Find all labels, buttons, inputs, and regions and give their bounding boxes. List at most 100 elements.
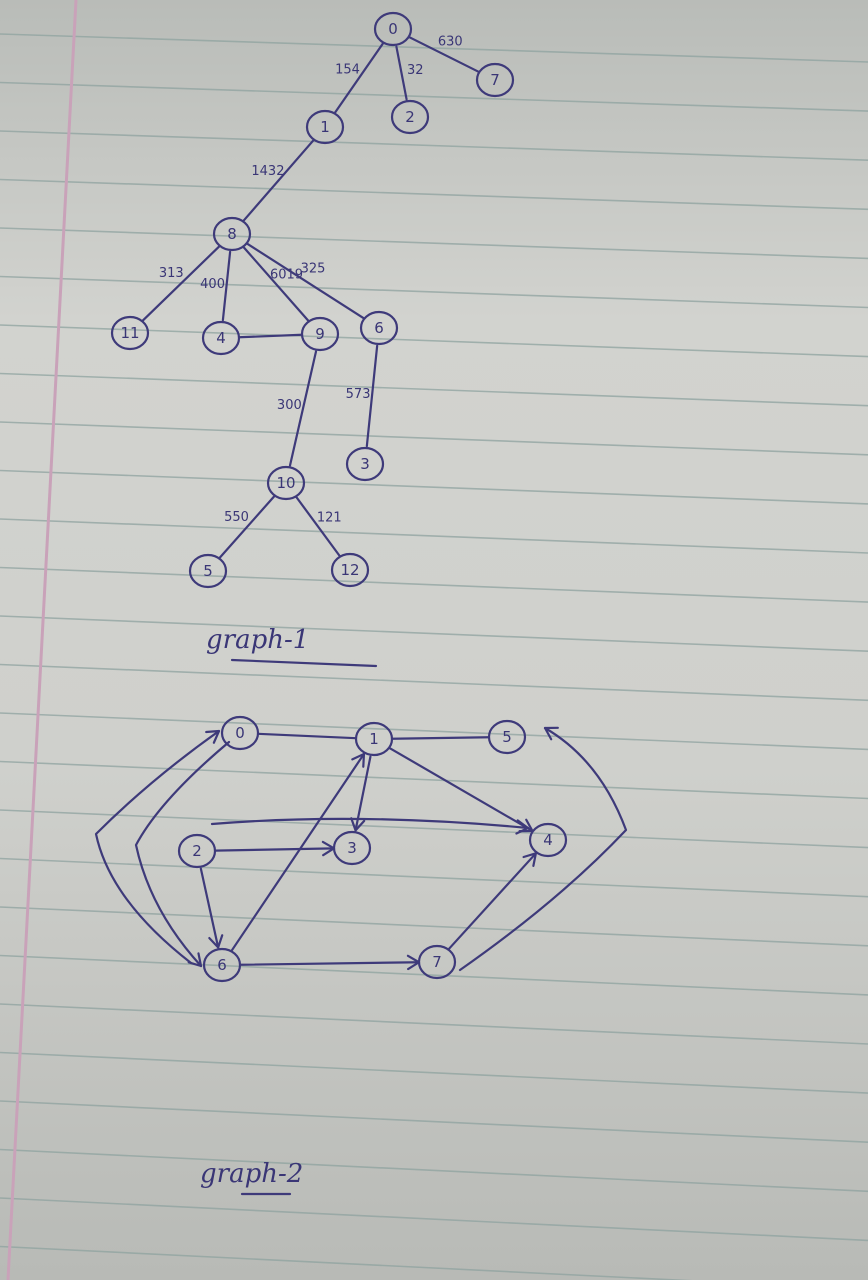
graph-2-edge-0-1 bbox=[256, 732, 358, 740]
graph-1-edge-8-6 bbox=[246, 242, 365, 320]
margin-line bbox=[6, 0, 78, 1280]
graph-2-node-4: 4 bbox=[528, 822, 568, 858]
graph-2-edge-1-3-arrowhead bbox=[350, 817, 366, 832]
graph-1-edge-10-5 bbox=[218, 495, 276, 559]
graph-1-node-label: 6 bbox=[374, 319, 384, 337]
ruled-line bbox=[0, 566, 868, 603]
graph-1-edge-9-10 bbox=[288, 350, 318, 467]
graph-1-node-3: 3 bbox=[345, 446, 385, 482]
graph-1-edge-10-12 bbox=[295, 496, 341, 557]
graph-2-node-1: 1 bbox=[354, 721, 394, 757]
graph-1-edge-8-4 bbox=[221, 250, 232, 322]
graph-2-edge-6-1 bbox=[230, 752, 366, 952]
graph-1-edge-weight-8-6: 325 bbox=[301, 262, 326, 277]
graph-1-node-circle bbox=[390, 99, 430, 135]
graph-1-edge-weight-8-9: 6019 bbox=[270, 267, 303, 282]
graph-2-node-label: 6 bbox=[217, 956, 227, 974]
ruled-line bbox=[0, 663, 868, 702]
graph-1-node-circle bbox=[212, 216, 252, 252]
graph-1-node-label: 3 bbox=[360, 455, 370, 473]
graph-1-node-circle bbox=[330, 552, 370, 588]
graph-1-edge-weight-9-10: 300 bbox=[277, 398, 302, 413]
graph-2-node-circle bbox=[202, 947, 242, 983]
ruled-line bbox=[0, 857, 868, 898]
ruled-line bbox=[0, 809, 868, 849]
ruled-line bbox=[0, 130, 868, 161]
graph-2-node-5: 5 bbox=[487, 719, 527, 755]
graph-1-node-1: 1 bbox=[305, 109, 345, 145]
graph-2-edge-1-5 bbox=[390, 736, 491, 740]
graph-1-edge-weight-0-2: 32 bbox=[407, 63, 424, 78]
graph-1-edge-weight-10-5: 550 bbox=[224, 510, 249, 525]
graph-1-caption-underline bbox=[230, 658, 378, 668]
graph-2-node-label: 7 bbox=[432, 953, 442, 971]
graph-1-node-label: 4 bbox=[216, 329, 226, 347]
graph-1-edge-weight-10-12: 121 bbox=[317, 511, 342, 526]
graph-1-edge-weight-6-3: 573 bbox=[346, 387, 371, 402]
graph-2-node-2: 2 bbox=[177, 833, 217, 869]
graph-1-edge-8-9 bbox=[242, 246, 310, 322]
graph-2-edge-6-0 bbox=[94, 729, 221, 965]
ruled-line bbox=[0, 1100, 868, 1143]
graph-1-node-circle bbox=[373, 11, 413, 47]
graph-1-node-circle bbox=[266, 465, 306, 501]
graph-2-node-label: 0 bbox=[235, 724, 245, 742]
graph-1-edge-weight-1-8: 1432 bbox=[251, 164, 284, 179]
graph-1-node-circle bbox=[188, 553, 228, 589]
ruled-line bbox=[0, 712, 868, 751]
ruled-line bbox=[0, 275, 868, 309]
graph-1-caption: graph-1 bbox=[206, 625, 309, 655]
graph-2-caption: graph-2 bbox=[200, 1159, 303, 1189]
graph-1-edge-8-11 bbox=[141, 245, 221, 322]
graph-2-edge-6-0-arrowhead bbox=[205, 729, 221, 744]
ruled-line bbox=[0, 81, 868, 112]
graph-1-edge-4-9 bbox=[237, 333, 304, 339]
graph-1-node-label: 7 bbox=[490, 71, 500, 89]
graph-2-node-circle bbox=[177, 833, 217, 869]
graph-1-edge-6-3 bbox=[365, 344, 379, 448]
graph-1-node-label: 0 bbox=[388, 20, 398, 38]
graph-2-node-6: 6 bbox=[202, 947, 242, 983]
graph-2-edge-7-4-arrowhead bbox=[522, 852, 537, 867]
graph-2-node-0: 0 bbox=[220, 715, 260, 751]
graph-2-node-label: 4 bbox=[543, 831, 553, 849]
graph-1-node-circle bbox=[475, 62, 515, 98]
graph-1-node-0: 0 bbox=[373, 11, 413, 47]
ruled-line bbox=[0, 1003, 868, 1045]
graph-2-node-circle bbox=[417, 944, 457, 980]
graph-1-node-5: 5 bbox=[188, 553, 228, 589]
graph-1-node-label: 8 bbox=[227, 225, 237, 243]
graph-2-node-7: 7 bbox=[417, 944, 457, 980]
graph-1-node-circle bbox=[300, 316, 340, 352]
graph-2-node-label: 2 bbox=[192, 842, 202, 860]
graph-2-edge-7-4 bbox=[448, 852, 537, 950]
graph-2-node-circle bbox=[220, 715, 260, 751]
graph-2-node-circle bbox=[528, 822, 568, 858]
graph-1-node-label: 11 bbox=[120, 324, 139, 342]
graph-1-node-label: 10 bbox=[276, 474, 295, 492]
graph-2-node-label: 1 bbox=[369, 730, 379, 748]
graph-1-node-circle bbox=[110, 315, 150, 351]
graph-1-node-label: 1 bbox=[320, 118, 330, 136]
graph-2-edge-1-4 bbox=[388, 746, 534, 833]
graph-1-node-7: 7 bbox=[475, 62, 515, 98]
graph-1-node-10: 10 bbox=[266, 465, 306, 501]
ruled-line bbox=[0, 760, 868, 800]
ruled-line bbox=[0, 421, 868, 456]
graph-1-edge-weight-8-4: 400 bbox=[200, 277, 225, 292]
graph-1-node-circle bbox=[201, 320, 241, 356]
graph-1-node-6: 6 bbox=[359, 310, 399, 346]
graph-2-node-circle bbox=[354, 721, 394, 757]
ruled-line bbox=[0, 1051, 868, 1094]
graph-1-node-circle bbox=[345, 446, 385, 482]
ruled-line bbox=[0, 518, 868, 554]
graph-1-node-label: 12 bbox=[340, 561, 359, 579]
graph-1-node-label: 2 bbox=[405, 108, 415, 126]
ruled-line bbox=[0, 1148, 868, 1193]
ruled-line bbox=[0, 1197, 868, 1242]
graph-2-edge-7-5-arrowhead bbox=[543, 726, 559, 741]
graph-2-edge-6-7 bbox=[238, 961, 421, 966]
ruled-line bbox=[0, 372, 868, 407]
